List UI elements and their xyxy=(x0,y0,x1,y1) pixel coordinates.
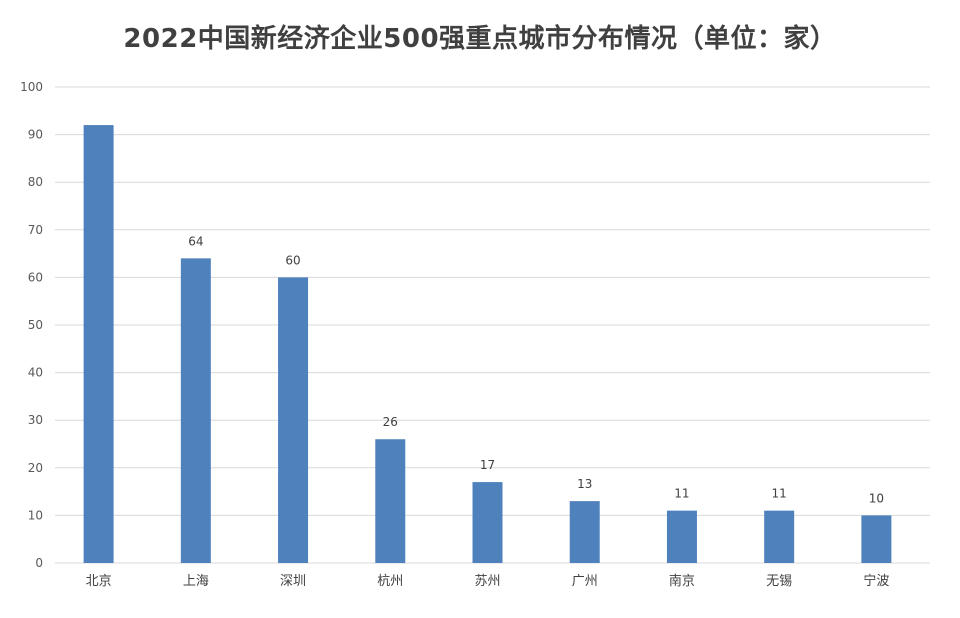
y-tick-label: 50 xyxy=(28,318,43,332)
x-tick-label: 苏州 xyxy=(474,573,500,589)
data-label: 11 xyxy=(674,487,689,501)
chart-title: 2022中国新经济企业500强重点城市分布情况（单位：家） xyxy=(123,24,837,54)
bar-5 xyxy=(472,482,503,563)
bar-1 xyxy=(83,125,114,563)
bar-3 xyxy=(278,277,309,563)
data-label: 17 xyxy=(480,458,495,472)
y-tick-label: 10 xyxy=(28,508,43,522)
y-tick-label: 90 xyxy=(28,128,43,142)
y-tick-label: 20 xyxy=(28,461,43,475)
data-label: 64 xyxy=(188,234,203,248)
data-label: 26 xyxy=(383,415,398,429)
data-label: 13 xyxy=(577,477,592,491)
y-tick-label: 30 xyxy=(28,413,43,427)
y-tick-label: 0 xyxy=(35,556,43,570)
x-tick-label: 南京 xyxy=(669,573,695,589)
data-label: 10 xyxy=(869,491,884,505)
data-label: 11 xyxy=(772,487,787,501)
bar-9 xyxy=(861,515,892,563)
x-tick-label: 深圳 xyxy=(280,574,306,589)
x-tick-label: 广州 xyxy=(572,574,598,589)
y-tick-label: 60 xyxy=(28,270,43,284)
data-label: 60 xyxy=(285,253,300,267)
bar-2 xyxy=(180,258,211,563)
y-tick-label: 80 xyxy=(28,175,43,189)
x-tick-label: 上海 xyxy=(183,574,209,589)
y-tick-label: 40 xyxy=(28,366,43,380)
bar-8 xyxy=(764,510,795,563)
bar-7 xyxy=(666,510,697,563)
x-tick-label: 无锡 xyxy=(766,574,792,589)
bar-6 xyxy=(569,501,600,563)
bar-4 xyxy=(375,439,406,563)
x-tick-label: 杭州 xyxy=(377,574,403,589)
x-tick-label: 北京 xyxy=(86,574,112,589)
y-tick-label: 100 xyxy=(20,80,43,94)
y-tick-label: 70 xyxy=(28,223,43,237)
x-tick-label: 宁波 xyxy=(863,573,889,589)
